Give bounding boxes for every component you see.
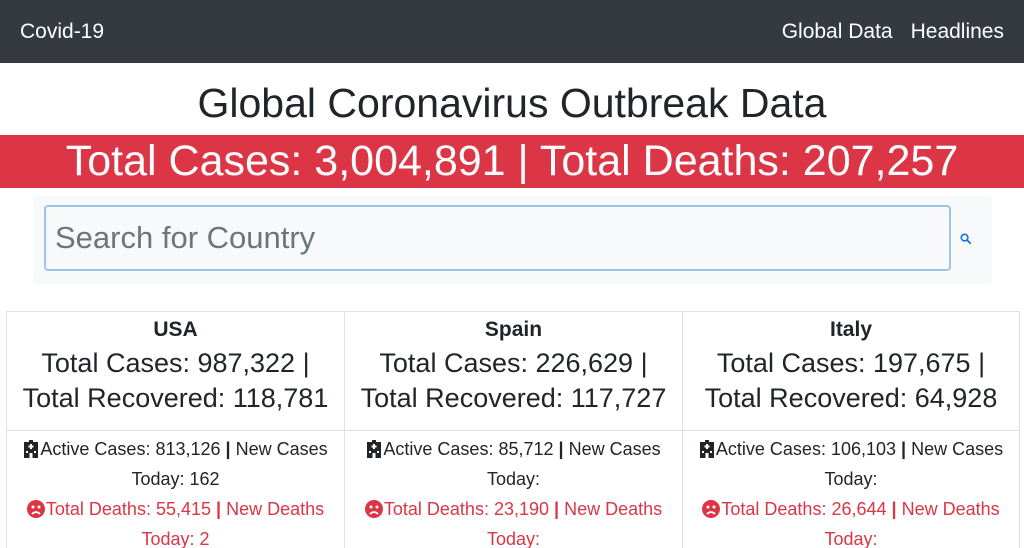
total-cases: Total Cases: 197,675 | [716, 348, 986, 378]
totals: Total Cases: 226,629 | Total Recovered: … [345, 346, 682, 416]
total-recovered: Total Recovered: 117,727 [360, 383, 667, 413]
total-cases: Total Cases: 226,629 | [379, 348, 648, 378]
card-body: Active Cases: 813,126 | New Cases Today: … [7, 431, 344, 548]
search-input[interactable] [44, 205, 951, 271]
nav-link-global-data[interactable]: Global Data [781, 19, 893, 43]
sad-face-icon [702, 500, 721, 518]
card-body: Active Cases: 106,103 | New Cases Today: … [683, 431, 1019, 548]
sad-face-icon [364, 500, 383, 518]
hospital-icon [367, 440, 382, 458]
country-name: Italy [829, 318, 873, 341]
country-card-italy: Italy Total Cases: 197,675 | Total Recov… [682, 311, 1020, 548]
card-header: Spain Total Cases: 226,629 | Total Recov… [345, 312, 682, 431]
hospital-icon [24, 440, 39, 458]
total-deaths-row: Total Deaths: 55,415 | New Deaths Today: … [13, 494, 338, 548]
card-body: Active Cases: 85,712 | New Cases Today: T… [345, 431, 682, 548]
sad-face-icon [26, 500, 45, 518]
totals: Total Cases: 197,675 | Total Recovered: … [683, 346, 1019, 416]
country-card-spain: Spain Total Cases: 226,629 | Total Recov… [344, 311, 682, 548]
card-header: Italy Total Cases: 197,675 | Total Recov… [683, 312, 1019, 431]
country-name: USA [153, 318, 198, 341]
active-cases-row: Active Cases: 85,712 | New Cases Today: [351, 434, 676, 494]
nav-link-headlines[interactable]: Headlines [910, 19, 1004, 43]
hospital-icon [699, 440, 714, 458]
country-name: Spain [484, 318, 543, 341]
global-totals-banner: Total Cases: 3,004,891 | Total Deaths: 2… [0, 135, 1024, 188]
nav-links: Global Data Headlines [782, 20, 1004, 44]
brand-link[interactable]: Covid-19 [20, 19, 105, 43]
search-panel [33, 196, 992, 284]
search-icon [959, 232, 971, 244]
card-header: USA Total Cases: 987,322 | Total Recover… [7, 312, 344, 431]
active-cases-row: Active Cases: 106,103 | New Cases Today: [689, 434, 1013, 494]
total-deaths-row: Total Deaths: 26,644 | New Deaths Today: [689, 494, 1013, 548]
total-cases: Total Cases: 987,322 | [41, 348, 310, 378]
country-card-usa: USA Total Cases: 987,322 | Total Recover… [6, 311, 344, 548]
search-button[interactable] [955, 228, 975, 248]
active-cases-row: Active Cases: 813,126 | New Cases Today: … [13, 434, 338, 494]
total-recovered: Total Recovered: 118,781 [22, 383, 329, 413]
navbar: Covid-19 Global Data Headlines [0, 0, 1024, 63]
total-recovered: Total Recovered: 64,928 [704, 383, 998, 413]
page-title: Global Coronavirus Outbreak Data [197, 80, 827, 126]
totals: Total Cases: 987,322 | Total Recovered: … [7, 346, 344, 416]
country-cards: USA Total Cases: 987,322 | Total Recover… [6, 311, 1020, 548]
total-deaths-row: Total Deaths: 23,190 | New Deaths Today: [351, 494, 676, 548]
